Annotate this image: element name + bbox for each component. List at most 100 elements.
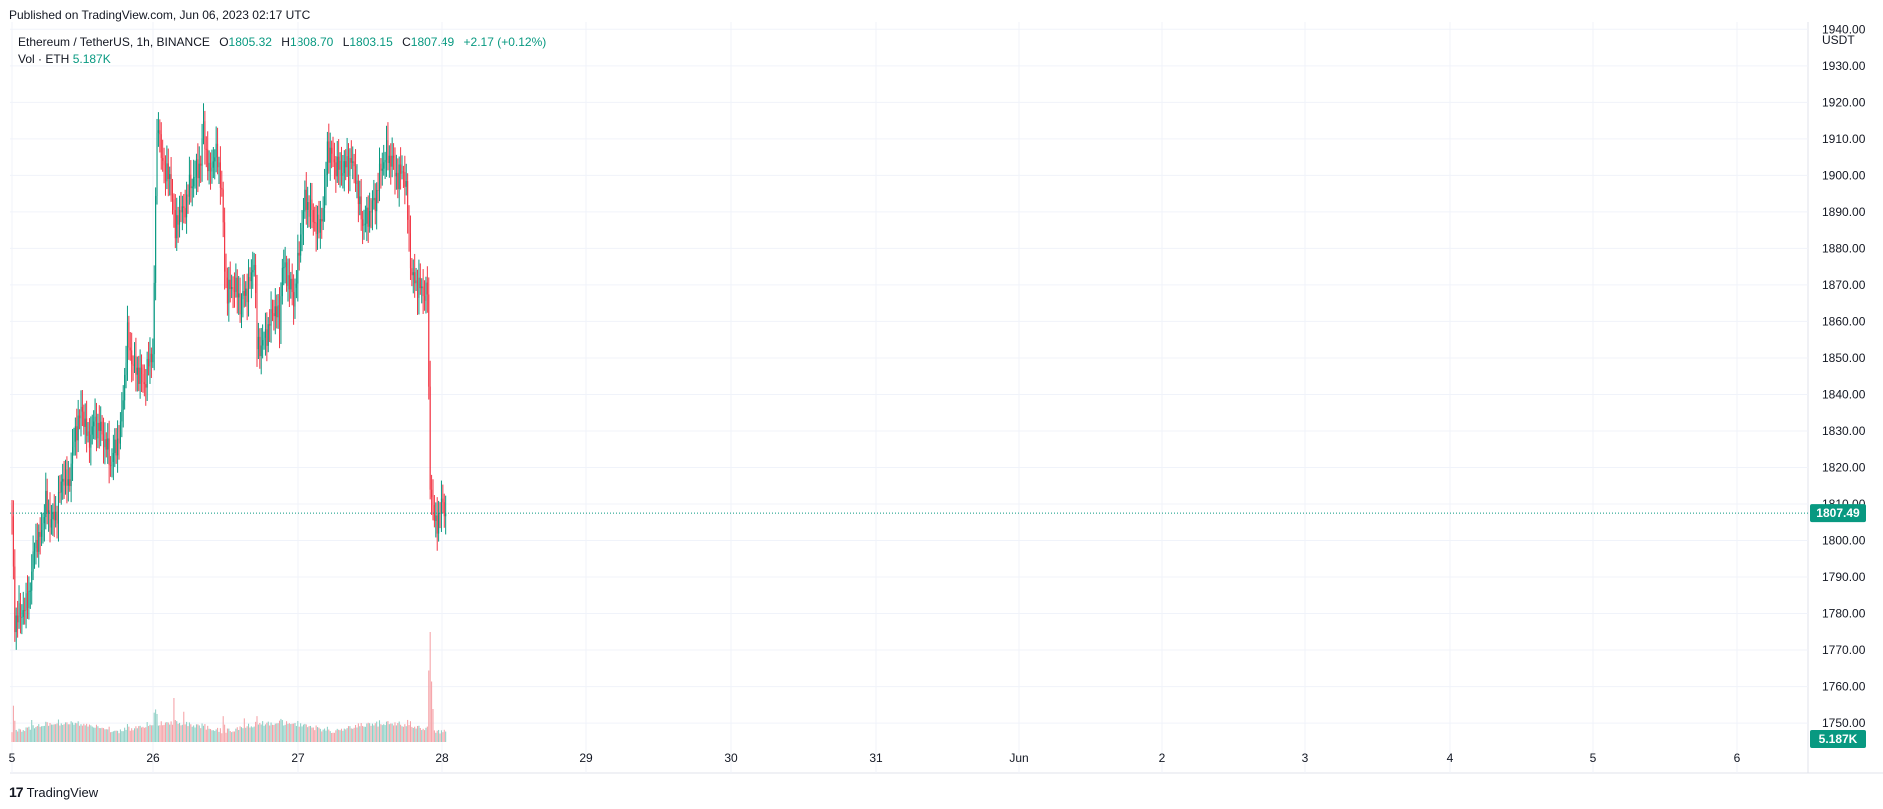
candle-body [49, 510, 51, 528]
volume-bar [174, 720, 176, 742]
volume-bar [391, 723, 393, 742]
volume-bar [48, 725, 50, 742]
candle-body [405, 181, 407, 187]
candle-body [281, 267, 283, 297]
volume-bar [411, 726, 413, 742]
high-value: 1808.70 [289, 35, 334, 49]
volume-bar [229, 731, 231, 742]
volume-bar [195, 724, 197, 742]
candle-body [328, 141, 330, 163]
open-label: O [219, 35, 229, 49]
candle-body [104, 439, 106, 448]
candle-body [259, 336, 261, 357]
candle-body [157, 130, 159, 134]
candle-body [28, 590, 30, 608]
volume-bar [256, 716, 258, 742]
candle-body [76, 426, 78, 441]
volume-bar [263, 725, 265, 742]
volume-bar [60, 723, 62, 742]
candle-body [198, 163, 200, 179]
candle-body [271, 309, 274, 314]
candle-body [136, 367, 138, 375]
candle-body [218, 162, 220, 168]
candle-body [421, 286, 423, 289]
candle-body [139, 367, 141, 384]
volume-bar [343, 728, 345, 742]
candle-body [301, 228, 303, 235]
volume-bar [424, 730, 426, 742]
volume-bar [393, 725, 395, 742]
candle-body [207, 149, 209, 172]
volume-bar [211, 730, 213, 742]
volume-bar [236, 727, 238, 742]
candle-body [290, 278, 292, 290]
volume-bar [360, 722, 362, 742]
candle-body [346, 156, 348, 168]
candle-body [308, 202, 310, 217]
volume-bar [139, 725, 141, 742]
candle-body [359, 196, 361, 205]
candle-body [370, 210, 372, 213]
candle-body [214, 157, 216, 162]
symbol-title[interactable]: Ethereum / TetherUS, 1h, BINANCE [18, 35, 210, 49]
volume-bar [70, 721, 72, 742]
candle-body [42, 523, 44, 531]
candle-body [402, 171, 404, 173]
candle-body [286, 262, 288, 286]
volume-bar [97, 726, 99, 742]
volume-bar [377, 726, 379, 742]
candle-body [166, 163, 168, 182]
volume-bar [118, 733, 120, 742]
change-value: +2.17 (+0.12%) [463, 35, 547, 49]
candle-body [98, 422, 100, 431]
chart-legend: Ethereum / TetherUS, 1h, BINANCE O1805.3… [18, 34, 552, 68]
candle-body [93, 421, 95, 427]
volume-bar [398, 721, 400, 742]
volume-bar [100, 728, 102, 742]
candle-body [114, 439, 116, 454]
price-tick-label: 1750.00 [1822, 716, 1866, 730]
candle-body [117, 438, 119, 456]
candle-body [107, 438, 109, 450]
candle-body [132, 364, 134, 366]
candle-body [295, 283, 297, 288]
candle-body [383, 162, 385, 169]
volume-bar [83, 723, 85, 742]
candle-body [304, 189, 306, 212]
volume-bar [156, 713, 158, 742]
candle-body [309, 199, 312, 217]
volume-bar [262, 721, 264, 742]
volume-bar [290, 724, 292, 742]
candle-body [79, 415, 81, 419]
volume-bar [25, 727, 27, 742]
volume-bar [245, 727, 247, 742]
candle-body [156, 133, 158, 196]
volume-bar [264, 724, 266, 742]
volume-label[interactable]: Vol · ETH [18, 52, 70, 66]
candle-body [345, 161, 347, 168]
candle-body [87, 431, 89, 436]
volume-bar [138, 726, 140, 742]
volume-bar [101, 727, 103, 742]
candle-body [439, 513, 441, 515]
volume-bar [114, 730, 116, 742]
candle-body [435, 515, 437, 522]
candle-body [74, 426, 76, 442]
volume-bar [141, 727, 143, 742]
volume-bar [64, 722, 67, 742]
candle-body [388, 155, 390, 164]
candle-body [15, 615, 17, 633]
volume-bar [214, 730, 216, 742]
volume-bar [433, 730, 435, 742]
candle-body [169, 174, 171, 180]
volume-bar [202, 725, 205, 742]
volume-bar [438, 729, 440, 742]
volume-bar [311, 727, 313, 742]
tradingview-brand[interactable]: 17 TradingView [9, 784, 98, 800]
volume-bar [385, 721, 388, 742]
brand-name: TradingView [26, 784, 99, 800]
time-tick-label: 26 [146, 751, 160, 765]
candle-body [255, 264, 257, 293]
volume-bar [390, 723, 392, 742]
